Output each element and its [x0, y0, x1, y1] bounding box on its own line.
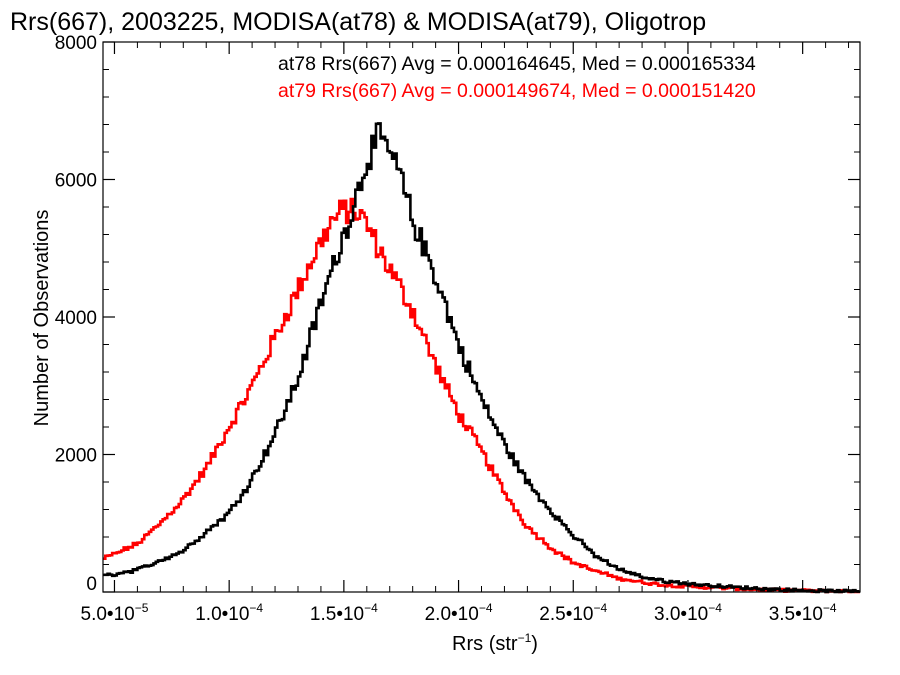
y-tick-label: 6000	[55, 171, 97, 192]
legend-stats-at79: at79 Rrs(667) Avg = 0.000149674, Med = 0…	[278, 80, 756, 102]
x-tick-label: 3.0•10−4	[654, 601, 722, 625]
axis-ticks: 0 2000 4000 6000 8000 5.0•10−5 1.0•10−4 1.5•10−…	[55, 33, 860, 625]
x-tick-label: 5.0•10−5	[81, 601, 149, 625]
y-tick-label: 0	[86, 574, 97, 595]
x-axis-label-exponent: −1	[518, 631, 532, 645]
x-tick-label: 3.5•10−4	[769, 601, 837, 625]
x-tick-label: 2.5•10−4	[539, 601, 607, 625]
x-tick-label: 2.0•10−4	[425, 601, 493, 625]
y-axis-label: Number of Observations	[31, 210, 53, 427]
x-tick-label: 1.5•10−4	[310, 601, 378, 625]
plot-frame	[102, 41, 861, 593]
y-tick-label: 4000	[55, 308, 97, 329]
plot-area	[103, 122, 860, 594]
series-at78-line	[103, 122, 860, 594]
chart-title: Rrs(667), 2003225, MODISA(at78) & MODISA…	[10, 8, 706, 36]
x-axis-label-close: )	[531, 633, 538, 655]
x-axis-label-base: Rrs (str	[452, 633, 518, 655]
x-tick-label: 1.0•10−4	[195, 601, 263, 625]
y-tick-label: 2000	[55, 446, 97, 467]
y-tick-label: 8000	[55, 33, 97, 54]
legend-stats-at78: at78 Rrs(667) Avg = 0.000164645, Med = 0…	[278, 53, 756, 75]
x-axis-label: Rrs (str−1)	[452, 631, 538, 655]
